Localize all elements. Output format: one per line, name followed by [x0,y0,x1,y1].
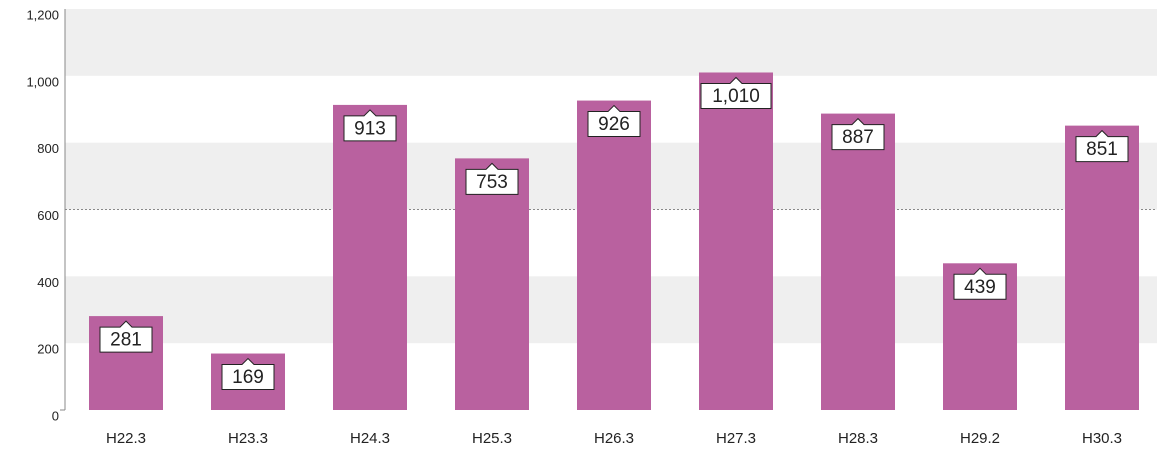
x-tick-label: H26.3 [594,430,634,447]
x-tick-label: H30.3 [1082,430,1122,447]
value-label-box [221,357,275,391]
value-label: 926 [598,114,630,135]
y-tick-label: 0 [52,408,59,423]
value-label: 169 [232,367,264,388]
value-label: 439 [964,277,996,298]
value-label: 887 [842,127,874,148]
x-tick-label: H25.3 [472,430,512,447]
x-tick-label: H29.2 [960,430,1000,447]
y-tick-label: 200 [37,342,59,357]
bar [699,72,773,410]
grid-band [65,9,1157,76]
value-label-box [587,104,641,138]
y-tick-label: 600 [37,208,59,223]
x-tick-label: H23.3 [228,430,268,447]
x-tick-label: H24.3 [350,430,390,447]
value-label: 1,010 [712,86,760,107]
value-label-box [700,76,772,109]
bar [333,104,407,411]
value-label-box [343,109,397,142]
y-tick-label: 800 [37,141,59,156]
x-tick-label: H27.3 [716,430,756,447]
value-label: 851 [1086,139,1118,160]
value-label: 913 [354,118,386,139]
y-tick-label: 400 [37,275,59,290]
bar [1065,125,1139,410]
bar [821,113,895,410]
bar [577,100,651,410]
value-label-box [1075,129,1129,163]
x-tick-label: H22.3 [106,430,146,447]
bar [455,158,529,410]
y-tick-label: 1,200 [26,7,59,22]
value-label: 281 [110,330,142,351]
value-label-box [465,162,519,195]
value-label: 753 [476,172,508,193]
value-label-box [831,117,885,151]
y-tick-label: 1,000 [26,74,59,89]
value-label-box [99,320,153,353]
value-label-box [953,267,1007,300]
x-tick-label: H28.3 [838,430,878,447]
